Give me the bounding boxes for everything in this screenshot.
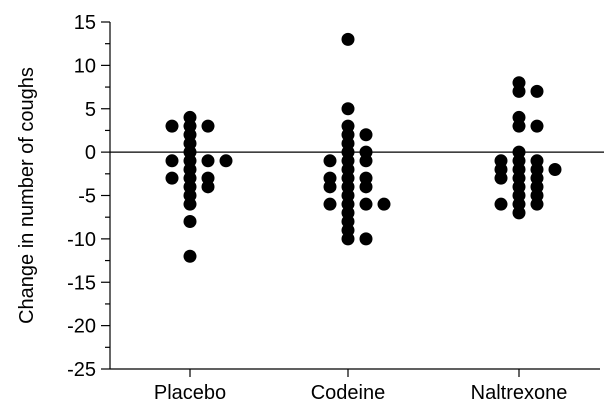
- x-category-label: Codeine: [311, 382, 386, 404]
- data-point: [530, 197, 544, 211]
- data-point: [323, 154, 337, 168]
- data-point: [323, 197, 337, 211]
- data-point: [219, 154, 233, 168]
- data-point: [201, 154, 215, 168]
- y-tick-label: -25: [67, 359, 96, 381]
- data-point: [201, 119, 215, 133]
- data-point: [165, 154, 179, 168]
- data-point: [512, 206, 526, 220]
- data-point: [341, 102, 355, 116]
- y-tick-label: -20: [67, 316, 96, 338]
- data-point: [183, 249, 197, 263]
- data-point: [359, 154, 373, 168]
- data-point: [341, 232, 355, 246]
- x-axis: Placebo Codeine Naltrexone: [110, 368, 600, 404]
- x-category-label: Placebo: [154, 382, 226, 404]
- data-point: [323, 180, 337, 194]
- y-tick-label: 15: [74, 12, 96, 34]
- y-tick-label: -5: [78, 186, 96, 208]
- data-point: [359, 232, 373, 246]
- data-point: [183, 197, 197, 211]
- data-point: [201, 180, 215, 194]
- y-tick-label: -15: [67, 272, 96, 294]
- data-point: [494, 197, 508, 211]
- data-point: [548, 162, 562, 176]
- y-tick-label: 10: [74, 55, 96, 77]
- data-point: [530, 119, 544, 133]
- x-category-label: Naltrexone: [471, 382, 568, 404]
- data-point: [359, 128, 373, 142]
- data-point: [165, 119, 179, 133]
- data-point: [359, 197, 373, 211]
- y-tick-label: 0: [85, 142, 96, 164]
- data-point: [530, 84, 544, 98]
- y-tick-label: -10: [67, 229, 96, 251]
- data-point: [341, 32, 355, 46]
- data-point: [183, 215, 197, 229]
- data-point: [165, 171, 179, 185]
- data-point: [359, 180, 373, 194]
- y-axis-label: Change in number of coughs: [16, 67, 38, 324]
- y-axis: 15 10 5 0 -5 -10 -15 -20 -25: [67, 12, 111, 381]
- data-point: [494, 171, 508, 185]
- data-points: [165, 32, 562, 263]
- data-point: [377, 197, 391, 211]
- y-tick-label: 5: [85, 99, 96, 121]
- data-point: [512, 119, 526, 133]
- data-point: [512, 84, 526, 98]
